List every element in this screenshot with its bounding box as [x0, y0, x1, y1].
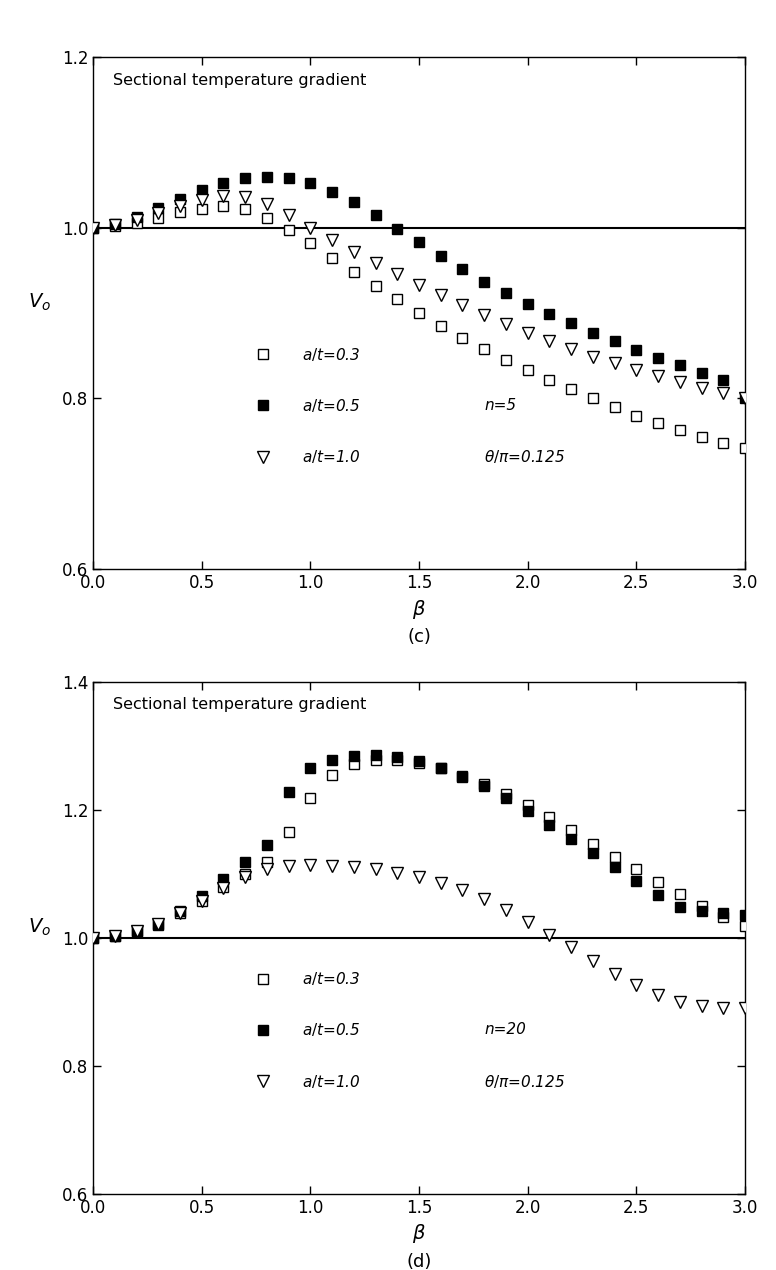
- Text: (c): (c): [407, 629, 431, 646]
- Text: Sectional temperature gradient: Sectional temperature gradient: [113, 697, 366, 712]
- X-axis label: $\beta$: $\beta$: [412, 1222, 426, 1245]
- Text: (d): (d): [407, 1252, 431, 1270]
- Text: $a/t$=0.3: $a/t$=0.3: [302, 970, 360, 987]
- Text: $\theta/\pi$=0.125: $\theta/\pi$=0.125: [484, 1073, 566, 1090]
- Text: $a/t$=1.0: $a/t$=1.0: [302, 1073, 360, 1090]
- Y-axis label: $V_o$: $V_o$: [28, 292, 51, 314]
- Y-axis label: $V_o$: $V_o$: [28, 917, 51, 937]
- Text: $a/t$=0.3: $a/t$=0.3: [302, 345, 360, 363]
- Text: n=20: n=20: [484, 1022, 526, 1038]
- Text: $a/t$=1.0: $a/t$=1.0: [302, 448, 360, 465]
- Text: $a/t$=0.5: $a/t$=0.5: [302, 396, 360, 414]
- Text: Sectional temperature gradient: Sectional temperature gradient: [113, 72, 366, 88]
- Text: $a/t$=0.5: $a/t$=0.5: [302, 1021, 360, 1039]
- Text: n=5: n=5: [484, 398, 516, 413]
- Text: $\theta/\pi$=0.125: $\theta/\pi$=0.125: [484, 448, 566, 465]
- X-axis label: $\beta$: $\beta$: [412, 598, 426, 621]
